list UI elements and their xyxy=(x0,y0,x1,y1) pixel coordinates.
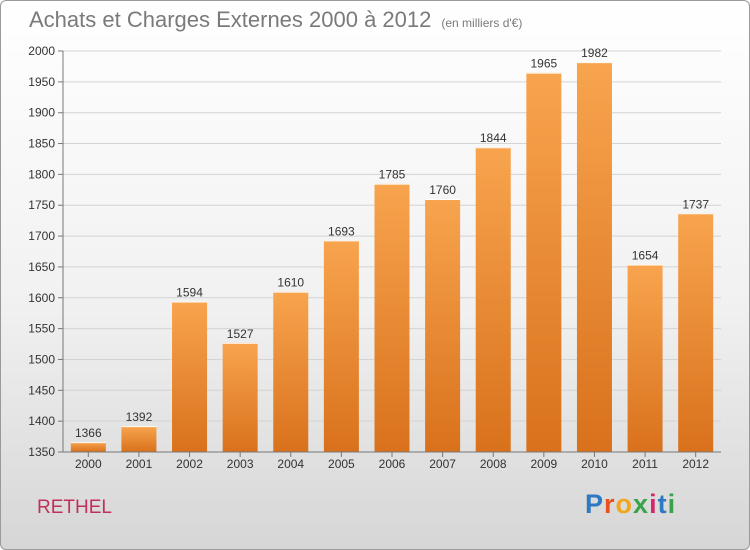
y-tick-label: 1500 xyxy=(28,352,55,366)
x-tick-label-2001: 2001 xyxy=(126,457,153,471)
y-tick-label: 1600 xyxy=(28,291,55,305)
value-label-2006: 1785 xyxy=(379,168,406,182)
logo-letter: i xyxy=(667,489,677,519)
x-tick-label-2006: 2006 xyxy=(379,457,406,471)
x-tick-label-2005: 2005 xyxy=(328,457,355,471)
y-tick-label: 1450 xyxy=(28,383,55,397)
bar-2011 xyxy=(627,264,663,452)
value-label-2011: 1654 xyxy=(632,248,659,262)
y-tick-label: 1800 xyxy=(28,167,55,181)
logo-letter: o xyxy=(615,489,634,519)
value-label-2010: 1982 xyxy=(581,46,608,60)
y-tick-label: 1550 xyxy=(28,322,55,336)
bar-2001 xyxy=(121,426,157,452)
value-label-2002: 1594 xyxy=(176,285,203,299)
y-tick-label: 1900 xyxy=(28,106,55,120)
y-tick-label: 2000 xyxy=(28,44,55,58)
city-label: RETHEL xyxy=(37,497,112,518)
value-label-2003: 1527 xyxy=(227,327,254,341)
y-tick-label: 1700 xyxy=(28,229,55,243)
value-label-2009: 1965 xyxy=(530,57,557,71)
x-tick-label-2012: 2012 xyxy=(682,457,709,471)
bar-2008 xyxy=(475,147,511,453)
x-tick-label-2004: 2004 xyxy=(277,457,304,471)
chart-title-text: Achats et Charges Externes 2000 à 2012 xyxy=(29,7,432,32)
logo-letter: P xyxy=(585,489,605,519)
x-tick-label-2008: 2008 xyxy=(480,457,507,471)
bar-2004 xyxy=(273,291,309,452)
logo-letter: i xyxy=(649,489,658,519)
bar-2002 xyxy=(172,301,208,452)
bar-2005 xyxy=(323,240,359,452)
value-label-2001: 1392 xyxy=(126,410,153,424)
x-tick-label-2002: 2002 xyxy=(176,457,203,471)
value-label-2000: 1366 xyxy=(75,426,102,440)
logo-letter: r xyxy=(604,489,616,519)
logo-letter: t xyxy=(657,489,668,519)
bar-2007 xyxy=(425,199,461,452)
bar-2006 xyxy=(374,183,410,452)
x-tick-label-2003: 2003 xyxy=(227,457,254,471)
logo-letter: x xyxy=(633,489,650,519)
y-tick-label: 1400 xyxy=(28,414,55,428)
bar-2000 xyxy=(70,442,106,452)
value-label-2008: 1844 xyxy=(480,131,507,145)
y-tick-label: 1650 xyxy=(28,260,55,274)
x-tick-label-2000: 2000 xyxy=(75,457,102,471)
bar-2003 xyxy=(222,342,258,452)
y-tick-label: 1850 xyxy=(28,137,55,151)
value-label-2005: 1693 xyxy=(328,224,355,238)
x-tick-label-2009: 2009 xyxy=(530,457,557,471)
bar-2012 xyxy=(678,213,714,452)
proxiti-logo: Proxiti xyxy=(585,489,676,520)
x-tick-label-2011: 2011 xyxy=(632,457,658,471)
bar-2009 xyxy=(526,72,562,452)
chart-title: Achats et Charges Externes 2000 à 2012 (e… xyxy=(29,7,522,33)
y-tick-label: 1950 xyxy=(28,75,55,89)
y-tick-label: 1350 xyxy=(28,445,55,459)
value-label-2012: 1737 xyxy=(682,197,709,211)
bar-2010 xyxy=(576,62,612,452)
chart-subtitle: (en milliers d'€) xyxy=(441,16,523,30)
value-label-2007: 1760 xyxy=(429,183,456,197)
value-label-2004: 1610 xyxy=(277,276,304,290)
y-tick-label: 1750 xyxy=(28,198,55,212)
x-tick-label-2007: 2007 xyxy=(429,457,456,471)
x-tick-label-2010: 2010 xyxy=(581,457,608,471)
